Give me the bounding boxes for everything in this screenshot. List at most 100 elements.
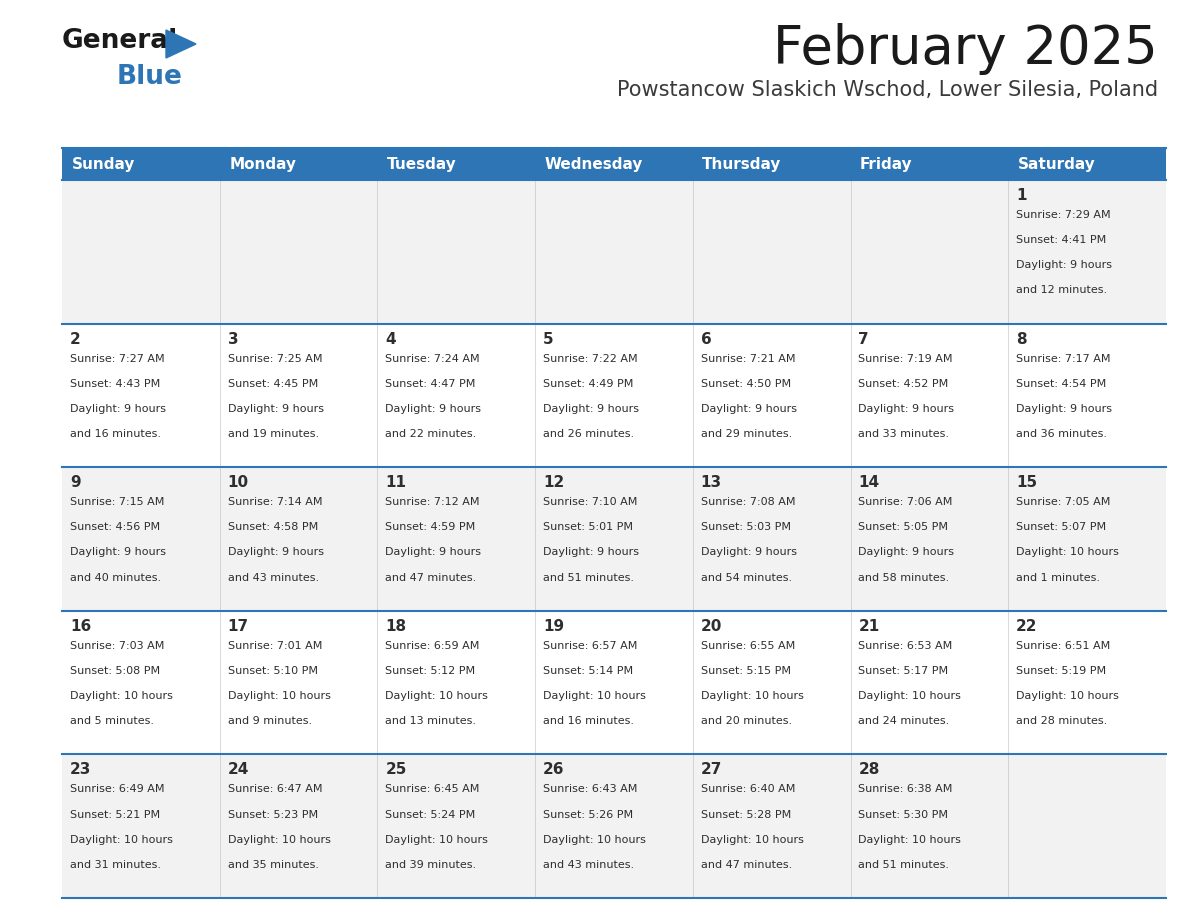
Text: Sunset: 4:58 PM: Sunset: 4:58 PM [228,522,318,532]
Text: 21: 21 [859,619,879,633]
Text: Daylight: 9 hours: Daylight: 9 hours [859,547,954,557]
Text: Sunset: 5:28 PM: Sunset: 5:28 PM [701,810,791,820]
Text: Sunrise: 7:12 AM: Sunrise: 7:12 AM [385,498,480,508]
Text: 28: 28 [859,763,880,778]
Text: Sunset: 4:56 PM: Sunset: 4:56 PM [70,522,160,532]
Text: 27: 27 [701,763,722,778]
Text: Sunrise: 6:53 AM: Sunrise: 6:53 AM [859,641,953,651]
Text: Sunset: 5:01 PM: Sunset: 5:01 PM [543,522,633,532]
Bar [62,148,220,180]
Text: Daylight: 10 hours: Daylight: 10 hours [701,834,803,845]
Text: Sunrise: 7:06 AM: Sunrise: 7:06 AM [859,498,953,508]
Text: Sunset: 5:23 PM: Sunset: 5:23 PM [228,810,317,820]
Text: 12: 12 [543,476,564,490]
Text: and 20 minutes.: and 20 minutes. [701,716,792,726]
Text: and 51 minutes.: and 51 minutes. [543,573,634,583]
Text: and 9 minutes.: and 9 minutes. [228,716,311,726]
Text: and 19 minutes.: and 19 minutes. [228,429,318,439]
Text: Sunrise: 6:57 AM: Sunrise: 6:57 AM [543,641,638,651]
Text: and 51 minutes.: and 51 minutes. [859,860,949,869]
Bar [62,180,1165,324]
Text: Sunrise: 6:51 AM: Sunrise: 6:51 AM [1016,641,1111,651]
Text: 22: 22 [1016,619,1037,633]
Text: and 54 minutes.: and 54 minutes. [701,573,792,583]
Text: Sunday: Sunday [71,156,134,172]
Text: Saturday: Saturday [1018,156,1095,172]
Text: Sunrise: 7:14 AM: Sunrise: 7:14 AM [228,498,322,508]
Text: 9: 9 [70,476,81,490]
Text: Friday: Friday [860,156,912,172]
Text: Sunrise: 6:40 AM: Sunrise: 6:40 AM [701,784,795,794]
Text: Sunset: 4:52 PM: Sunset: 4:52 PM [859,379,949,388]
Text: Daylight: 9 hours: Daylight: 9 hours [228,547,323,557]
Text: Sunrise: 6:59 AM: Sunrise: 6:59 AM [385,641,480,651]
Text: 11: 11 [385,476,406,490]
Text: Sunset: 4:41 PM: Sunset: 4:41 PM [1016,235,1106,245]
Text: 23: 23 [70,763,91,778]
Text: Daylight: 9 hours: Daylight: 9 hours [385,404,481,414]
Text: and 16 minutes.: and 16 minutes. [543,716,634,726]
Text: Tuesday: Tuesday [387,156,456,172]
Text: Daylight: 10 hours: Daylight: 10 hours [543,834,646,845]
Text: Daylight: 10 hours: Daylight: 10 hours [701,691,803,701]
Text: Sunrise: 7:24 AM: Sunrise: 7:24 AM [385,353,480,364]
Text: Daylight: 9 hours: Daylight: 9 hours [543,547,639,557]
Text: Sunset: 4:49 PM: Sunset: 4:49 PM [543,379,633,388]
Text: Sunrise: 7:29 AM: Sunrise: 7:29 AM [1016,210,1111,220]
Text: Blue: Blue [116,64,183,90]
Text: and 13 minutes.: and 13 minutes. [385,716,476,726]
Text: Sunset: 5:15 PM: Sunset: 5:15 PM [701,666,791,676]
Text: 20: 20 [701,619,722,633]
Text: and 43 minutes.: and 43 minutes. [543,860,634,869]
Text: Sunrise: 6:38 AM: Sunrise: 6:38 AM [859,784,953,794]
Text: Sunrise: 6:55 AM: Sunrise: 6:55 AM [701,641,795,651]
Text: Daylight: 10 hours: Daylight: 10 hours [1016,547,1119,557]
Text: Sunrise: 6:43 AM: Sunrise: 6:43 AM [543,784,638,794]
Text: Sunrise: 6:49 AM: Sunrise: 6:49 AM [70,784,164,794]
Text: Daylight: 9 hours: Daylight: 9 hours [70,547,166,557]
Text: Sunset: 4:50 PM: Sunset: 4:50 PM [701,379,791,388]
Text: 17: 17 [228,619,248,633]
Text: Sunrise: 7:25 AM: Sunrise: 7:25 AM [228,353,322,364]
Text: Daylight: 10 hours: Daylight: 10 hours [70,834,172,845]
Text: Daylight: 10 hours: Daylight: 10 hours [859,691,961,701]
Text: Daylight: 9 hours: Daylight: 9 hours [859,404,954,414]
Text: Sunset: 5:08 PM: Sunset: 5:08 PM [70,666,160,676]
Text: Daylight: 10 hours: Daylight: 10 hours [543,691,646,701]
Text: Sunset: 5:05 PM: Sunset: 5:05 PM [859,522,948,532]
Text: and 43 minutes.: and 43 minutes. [228,573,318,583]
Text: Daylight: 9 hours: Daylight: 9 hours [701,404,797,414]
Text: 2: 2 [70,331,81,347]
Text: Sunrise: 7:05 AM: Sunrise: 7:05 AM [1016,498,1111,508]
Text: Wednesday: Wednesday [544,156,643,172]
Text: Sunset: 4:47 PM: Sunset: 4:47 PM [385,379,475,388]
Text: 4: 4 [385,331,396,347]
Text: Sunrise: 7:27 AM: Sunrise: 7:27 AM [70,353,164,364]
Bar [62,610,1165,755]
Text: and 31 minutes.: and 31 minutes. [70,860,160,869]
Bar [62,324,1165,467]
Text: Sunset: 5:21 PM: Sunset: 5:21 PM [70,810,160,820]
Text: and 16 minutes.: and 16 minutes. [70,429,160,439]
Text: and 29 minutes.: and 29 minutes. [701,429,792,439]
Text: 3: 3 [228,331,239,347]
Text: Daylight: 9 hours: Daylight: 9 hours [228,404,323,414]
Bar [851,148,1009,180]
Text: Daylight: 10 hours: Daylight: 10 hours [228,834,330,845]
Text: Sunrise: 7:17 AM: Sunrise: 7:17 AM [1016,353,1111,364]
Text: Daylight: 9 hours: Daylight: 9 hours [70,404,166,414]
Text: Daylight: 10 hours: Daylight: 10 hours [385,691,488,701]
Text: and 12 minutes.: and 12 minutes. [1016,285,1107,296]
Text: 8: 8 [1016,331,1026,347]
Bar [1009,148,1165,180]
Text: Daylight: 10 hours: Daylight: 10 hours [385,834,488,845]
Text: Powstancow Slaskich Wschod, Lower Silesia, Poland: Powstancow Slaskich Wschod, Lower Silesi… [617,80,1158,100]
Text: Sunset: 5:07 PM: Sunset: 5:07 PM [1016,522,1106,532]
Text: Monday: Monday [229,156,296,172]
Text: and 47 minutes.: and 47 minutes. [385,573,476,583]
Text: and 33 minutes.: and 33 minutes. [859,429,949,439]
Text: Daylight: 9 hours: Daylight: 9 hours [543,404,639,414]
Text: Sunrise: 7:21 AM: Sunrise: 7:21 AM [701,353,795,364]
Text: Daylight: 9 hours: Daylight: 9 hours [701,547,797,557]
Text: 16: 16 [70,619,91,633]
